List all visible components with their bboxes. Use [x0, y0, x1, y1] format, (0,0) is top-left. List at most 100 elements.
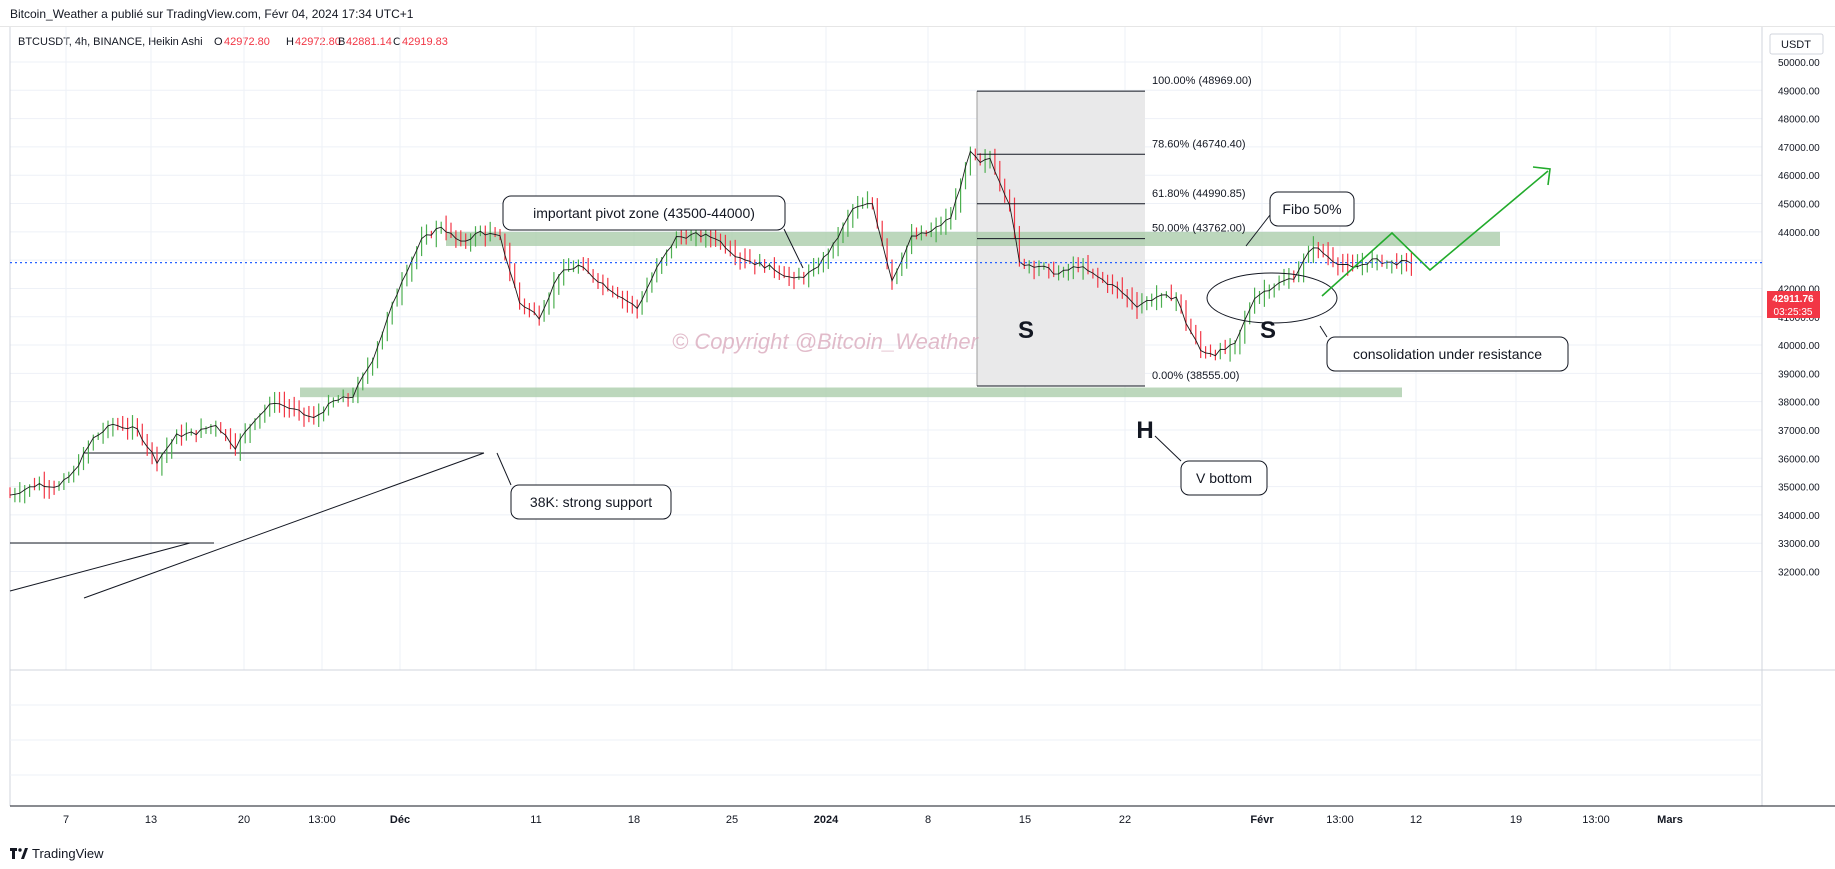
footer: TradingView: [10, 846, 104, 861]
annotation-callout: 38K: strong support: [496, 452, 672, 520]
price-axis[interactable]: 32000.00 33000.00 34000.00 35000.00 36000.00…: [1778, 58, 1820, 579]
legend-symbol: BTCUSDT, 4h, BINANCE, Heikin Ashi: [18, 36, 203, 48]
price-axis-label: 41000.00: [1778, 313, 1820, 324]
callout-pointer: [1154, 435, 1182, 462]
legend-o-label: O: [214, 36, 223, 48]
currency-button[interactable]: USDT: [1769, 33, 1824, 55]
svg-text:BTCUSDT, 4h, BINANCE, Heikin A: BTCUSDT, 4h, BINANCE, Heikin Ashi: [18, 36, 203, 48]
price-axis-label: 44000.00: [1778, 228, 1820, 239]
fibonacci-label: 78.60% (46740.40): [1152, 138, 1246, 150]
price-axis-label: 49000.00: [1778, 86, 1820, 97]
pivot-zone: [446, 231, 1500, 246]
price-axis-label: 38000.00: [1778, 398, 1820, 409]
price-axis-label: 37000.00: [1778, 426, 1820, 437]
annotation-callout: important pivot zone (43500-44000): [502, 195, 804, 269]
zones: [300, 231, 1500, 398]
chart-frame: [9, 27, 1835, 807]
callout-text: V bottom: [1196, 470, 1252, 486]
callout-text: Fibo 50%: [1282, 201, 1341, 217]
time-axis-label: 18: [628, 814, 640, 826]
fibonacci-label: 61.80% (44990.85): [1152, 188, 1246, 200]
callout-pointer: [1319, 325, 1328, 338]
fibonacci-levels: 100.00% (48969.00) 78.60% (46740.40) 61.80…: [977, 75, 1252, 387]
time-axis-label: 22: [1119, 814, 1131, 826]
publish-header: Bitcoin_Weather a publié sur TradingView…: [0, 0, 1835, 27]
price-axis-label: 46000.00: [1778, 171, 1820, 182]
legend-c-label: C: [393, 36, 401, 48]
time-axis-label: 20: [238, 814, 250, 826]
price-axis-label: 45000.00: [1778, 200, 1820, 211]
callout-box: [510, 484, 672, 520]
fibonacci-label: 100.00% (48969.00): [1152, 75, 1252, 87]
time-axis-label: 12: [1410, 814, 1422, 826]
time-axis-label: 2024: [814, 814, 839, 826]
callout-text: 38K: strong support: [530, 494, 652, 510]
time-axis-label: 11: [530, 814, 541, 826]
legend-c-value: 42919.83: [402, 36, 448, 48]
callout-text: important pivot zone (43500-44000): [533, 205, 755, 221]
price-axis-label: 47000.00: [1778, 143, 1820, 154]
heikin-ashi-body-trace: [9, 150, 1412, 496]
countdown-value: 03:25:35: [1774, 307, 1813, 318]
time-axis-label: 15: [1019, 814, 1031, 826]
time-axis-label: 8: [925, 814, 931, 826]
price-axis-label: 42000.00: [1778, 284, 1820, 295]
legend-b-value: 42881.14: [346, 36, 392, 48]
price-axis-label: 50000.00: [1778, 58, 1820, 69]
callout-pointer: [783, 228, 804, 269]
pattern-letter: S: [1260, 317, 1276, 344]
callout-box: [1269, 191, 1355, 227]
price-axis-label: 48000.00: [1778, 115, 1820, 126]
time-axis-label: 13:00: [1582, 814, 1610, 826]
last-price-value: 42911.76: [1772, 294, 1814, 305]
time-axis-label: 19: [1510, 814, 1522, 826]
fibonacci-label: 0.00% (38555.00): [1152, 370, 1239, 382]
callout-box: [1180, 460, 1268, 496]
footer-brand: TradingView: [32, 846, 104, 861]
legend-b-label: B: [338, 36, 345, 48]
consolidation-ellipse: [1206, 272, 1338, 324]
currency-label: USDT: [1781, 39, 1811, 51]
price-axis-label: 36000.00: [1778, 454, 1820, 465]
support-zone: [300, 387, 1402, 398]
projection-path: [1321, 170, 1549, 297]
price-axis-label: 32000.00: [1778, 568, 1820, 579]
callout-box: [1326, 336, 1569, 372]
annotation-callout: Fibo 50%: [1245, 191, 1355, 247]
publish-line: Bitcoin_Weather a publié sur TradingView…: [10, 7, 414, 21]
annotation-callout: V bottom: [1154, 435, 1268, 496]
price-axis-label: 40000.00: [1778, 341, 1820, 352]
trendline: [83, 452, 485, 599]
callout-box: [502, 195, 786, 231]
time-axis-label: 13:00: [308, 814, 336, 826]
time-axis-label: 25: [726, 814, 738, 826]
projection-arrowhead: [1532, 166, 1551, 186]
legend-h-value: 42972.80: [295, 36, 341, 48]
callout-pointer: [496, 452, 512, 486]
tradingview-logo-icon: [10, 848, 28, 859]
price-axis-label: 39000.00: [1778, 369, 1820, 380]
annotation-callout: consolidation under resistance: [1319, 325, 1569, 372]
fibonacci-label: 50.00% (43762.00): [1152, 223, 1246, 235]
time-axis[interactable]: 7 13 20 13:00 Déc 11 18 25 2024 8 15 22 Févr 13:00 12 1…: [63, 814, 1683, 826]
time-axis-label: 7: [63, 814, 69, 826]
price-axis-label: 34000.00: [1778, 511, 1820, 522]
trendline: [9, 542, 191, 592]
callout-pointer: [1245, 214, 1271, 247]
trendlines: [9, 452, 485, 599]
time-axis-label: Mars: [1657, 814, 1683, 826]
annotations: important pivot zone (43500-44000) Fibo 5…: [496, 191, 1569, 520]
legend-o-value: 42972.80: [224, 36, 270, 48]
callout-text: consolidation under resistance: [1353, 346, 1542, 362]
time-axis-label: Déc: [390, 814, 410, 826]
projection-arrow: [1321, 166, 1551, 297]
time-axis-label: 13: [145, 814, 157, 826]
price-axis-label: 35000.00: [1778, 483, 1820, 494]
time-axis-label: 13:00: [1326, 814, 1354, 826]
price-axis-label: 33000.00: [1778, 539, 1820, 550]
legend-h-label: H: [286, 36, 294, 48]
time-axis-label: Févr: [1250, 814, 1274, 826]
watermark: © Copyright @Bitcoin_Weather: [672, 329, 980, 354]
candles: [9, 146, 1413, 504]
